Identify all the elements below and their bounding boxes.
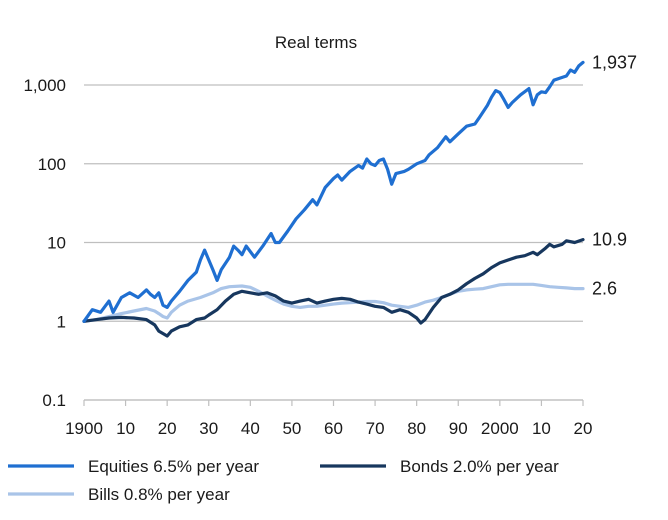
x-tick-label: 90	[449, 419, 468, 438]
legend-label-equities: Equities 6.5% per year	[88, 457, 259, 476]
x-tick-label: 70	[366, 419, 385, 438]
x-axis: 1900 10 20 30 40 50 60 70 80 90 2000 10 20	[65, 399, 593, 438]
x-tick-label: 1900	[65, 419, 103, 438]
series-line-bills	[82, 282, 585, 323]
x-tick-label: 60	[324, 419, 343, 438]
end-labels: 1,937 10.9 2.6	[592, 52, 637, 298]
end-label-equities: 1,937	[592, 52, 637, 72]
end-label-bills: 2.6	[592, 279, 617, 299]
x-tick-label: 40	[241, 419, 260, 438]
x-tick-label: 10	[116, 419, 135, 438]
y-axis: 0.1 1 10 100 1,000	[23, 76, 66, 410]
series-line-bonds	[82, 238, 585, 338]
end-label-bonds: 10.9	[592, 230, 627, 250]
series-lines	[82, 60, 585, 338]
y-tick-label: 0.1	[42, 391, 66, 410]
y-tick-label: 1,000	[23, 76, 66, 95]
x-tick-label: 20	[158, 419, 177, 438]
y-tick-label: 1	[57, 312, 66, 331]
grid-lines	[84, 84, 583, 401]
x-tick-label: 80	[407, 419, 426, 438]
x-tick-label: 30	[199, 419, 218, 438]
chart-title: Real terms	[275, 33, 357, 52]
x-tick-label: 2000	[481, 419, 519, 438]
legend: Equities 6.5% per year Bonds 2.0% per yea…	[8, 457, 559, 504]
x-tick-label: 50	[282, 419, 301, 438]
series-line-equities	[82, 60, 585, 323]
x-tick-label: 20	[574, 419, 593, 438]
x-tick-label: 10	[532, 419, 551, 438]
legend-label-bonds: Bonds 2.0% per year	[400, 457, 559, 476]
y-tick-label: 10	[47, 234, 66, 253]
y-tick-label: 100	[38, 155, 66, 174]
legend-label-bills: Bills 0.8% per year	[88, 485, 230, 504]
